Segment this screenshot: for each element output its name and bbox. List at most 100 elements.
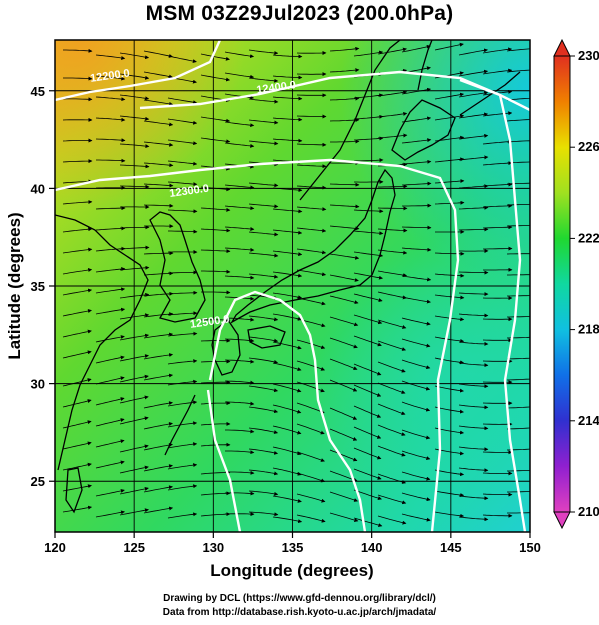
streamline xyxy=(62,200,93,205)
streamline xyxy=(506,48,530,52)
streamline xyxy=(200,442,231,447)
coast-kyushu xyxy=(211,319,241,376)
streamline xyxy=(143,183,174,188)
streamline xyxy=(95,138,126,143)
streamline xyxy=(248,182,279,188)
coast-kurils xyxy=(459,71,521,116)
streamline xyxy=(143,120,174,127)
coast-taiwan xyxy=(65,467,83,514)
streamline xyxy=(95,376,125,385)
streamline xyxy=(296,402,325,414)
streamline xyxy=(167,209,198,214)
streamline xyxy=(143,312,174,318)
streamline xyxy=(377,494,407,505)
x-tick-label: 125 xyxy=(123,540,145,555)
streamline xyxy=(377,361,406,373)
streamline xyxy=(143,332,174,339)
streamline xyxy=(353,272,383,280)
streamline xyxy=(458,313,489,318)
streamline xyxy=(329,428,358,441)
streamline xyxy=(167,421,198,428)
streamline xyxy=(224,491,255,496)
streamline xyxy=(248,98,279,104)
streamline xyxy=(378,184,408,189)
streamline xyxy=(353,314,383,325)
streamline xyxy=(296,472,326,483)
streamline xyxy=(62,441,92,450)
streamline xyxy=(353,384,382,397)
streamline xyxy=(143,203,174,208)
coast-hokkaido xyxy=(391,99,456,161)
streamline xyxy=(272,54,303,59)
streamline xyxy=(224,142,255,148)
streamline xyxy=(167,484,198,491)
streamline xyxy=(225,470,255,475)
streamline xyxy=(401,317,431,326)
streamline xyxy=(401,181,432,186)
streamline xyxy=(458,270,489,275)
streamline xyxy=(248,231,279,237)
streamline xyxy=(167,270,198,275)
streamline xyxy=(434,42,464,51)
streamline xyxy=(95,96,126,102)
streamline xyxy=(329,449,358,462)
streamline xyxy=(143,271,174,276)
streamline xyxy=(62,309,92,317)
streamline xyxy=(296,423,325,435)
streamline xyxy=(248,49,279,55)
streamline xyxy=(272,117,303,122)
streamline xyxy=(482,203,513,208)
streamline xyxy=(62,288,93,296)
streamline xyxy=(143,162,174,168)
streamline xyxy=(506,204,530,206)
streamline xyxy=(63,48,93,53)
streamline xyxy=(272,75,303,80)
streamline xyxy=(143,506,174,514)
streamline xyxy=(353,489,382,500)
streamline xyxy=(458,227,489,232)
streamline xyxy=(200,207,231,212)
y-tick-label: 45 xyxy=(31,84,45,99)
streamline xyxy=(506,140,530,143)
streamline xyxy=(401,247,432,252)
streamline xyxy=(458,48,488,56)
streamline xyxy=(225,450,255,455)
streamline xyxy=(329,358,358,371)
streamline xyxy=(62,484,92,492)
streamline xyxy=(95,355,125,364)
streamline xyxy=(353,426,382,439)
contour-12500-west xyxy=(206,389,242,532)
contour-12500 xyxy=(208,290,367,532)
streamline xyxy=(458,362,489,368)
streamline xyxy=(296,451,325,462)
streamline xyxy=(296,248,327,255)
streamline xyxy=(401,138,432,144)
streamline xyxy=(167,55,197,64)
streamline xyxy=(434,179,465,184)
streamline xyxy=(483,246,513,251)
contour-12200 xyxy=(55,40,222,102)
streamline xyxy=(401,296,431,304)
streamline xyxy=(506,406,530,409)
coast-honshu xyxy=(230,168,396,324)
streamline xyxy=(377,249,408,255)
streamline xyxy=(458,69,489,77)
streamline xyxy=(401,359,431,370)
streamline xyxy=(353,136,384,141)
streamline xyxy=(248,140,279,146)
streamline xyxy=(143,485,173,493)
streamline xyxy=(272,229,303,235)
streamline xyxy=(458,383,489,389)
colorbar-gradient xyxy=(553,55,571,513)
streamline xyxy=(200,401,231,406)
streamline xyxy=(224,359,255,364)
streamline xyxy=(377,47,407,55)
streamline xyxy=(329,316,359,327)
colorbar-tick-label: 214 xyxy=(578,413,599,428)
streamline xyxy=(507,469,530,472)
streamline xyxy=(95,439,125,448)
streamline xyxy=(401,429,431,440)
streamline xyxy=(225,429,255,434)
streamline xyxy=(143,373,174,381)
contour-12300 xyxy=(55,158,460,532)
